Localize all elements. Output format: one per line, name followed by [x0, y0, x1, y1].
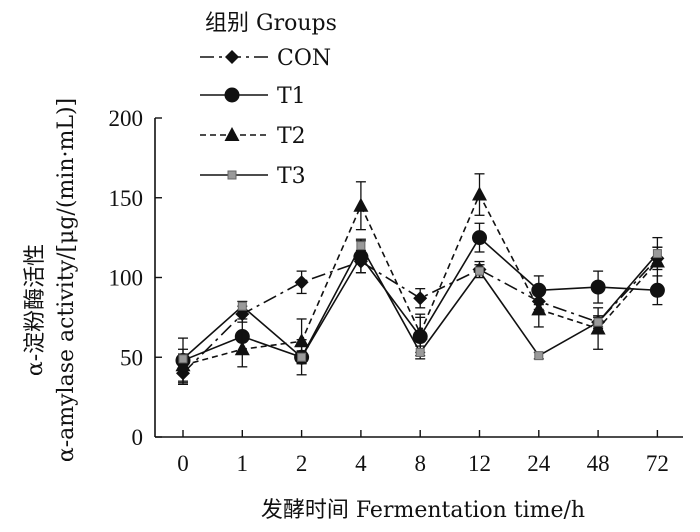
x-tick-label: 24 — [527, 451, 551, 476]
series-layer — [175, 173, 665, 386]
legend-label-t3: T3 — [277, 164, 306, 189]
y-tick-label: 150 — [109, 186, 144, 211]
data-point — [294, 275, 309, 290]
x-tick-label: 72 — [646, 451, 669, 476]
data-point — [590, 279, 606, 295]
y-tick-label: 200 — [109, 106, 144, 131]
data-point — [178, 354, 188, 364]
legend-title: 组别 Groups — [205, 11, 337, 36]
y-axis-ticks: 0 50 100 150 200 — [109, 106, 162, 450]
data-point — [531, 301, 547, 316]
data-point — [297, 352, 307, 362]
y-axis-title-line2: α-amylase activity/[μg/(min·mL)] — [54, 98, 79, 462]
y-tick-label: 100 — [109, 266, 144, 291]
legend-label-t2: T2 — [277, 124, 306, 149]
data-point — [412, 325, 428, 340]
data-point — [234, 341, 250, 356]
legend-marker-t3 — [227, 170, 237, 180]
data-point — [237, 301, 247, 311]
data-point — [652, 249, 662, 259]
y-axis-title-line1: α-淀粉酶活性 — [23, 244, 48, 376]
series-line — [182, 192, 658, 366]
x-tick-label: 4 — [355, 451, 367, 476]
x-axis-ticks: 0 1 2 4 8 12 24 48 72 — [177, 430, 669, 476]
legend-marker-t2 — [224, 127, 240, 141]
x-tick-label: 8 — [414, 451, 426, 476]
data-point — [475, 266, 484, 276]
x-tick-label: 2 — [296, 451, 308, 476]
data-point — [413, 291, 428, 306]
x-tick-label: 48 — [587, 451, 610, 476]
data-point — [534, 351, 544, 361]
data-point — [593, 317, 603, 327]
x-tick-label: 12 — [468, 451, 491, 476]
y-tick-label: 0 — [132, 425, 144, 450]
legend-marker-t1 — [224, 87, 240, 103]
y-tick-label: 50 — [120, 345, 143, 370]
x-axis-title: 发酵时间 Fermentation time/h — [261, 498, 585, 523]
data-point — [415, 347, 425, 357]
series-t3 — [178, 238, 663, 365]
legend-label-t1: T1 — [277, 84, 306, 109]
data-point — [353, 197, 369, 212]
legend-marker-con — [225, 50, 239, 64]
data-point — [649, 282, 665, 298]
legend: 组别 Groups CON T1 T2 T3 — [200, 11, 337, 189]
x-tick-label: 1 — [237, 451, 249, 476]
data-point — [472, 186, 487, 201]
data-point — [294, 333, 310, 348]
data-point — [472, 230, 487, 246]
x-tick-label: 0 — [177, 451, 189, 476]
legend-label-con: CON — [277, 46, 331, 71]
data-point — [356, 241, 366, 251]
data-point — [531, 282, 547, 298]
chart-axes — [154, 118, 683, 438]
